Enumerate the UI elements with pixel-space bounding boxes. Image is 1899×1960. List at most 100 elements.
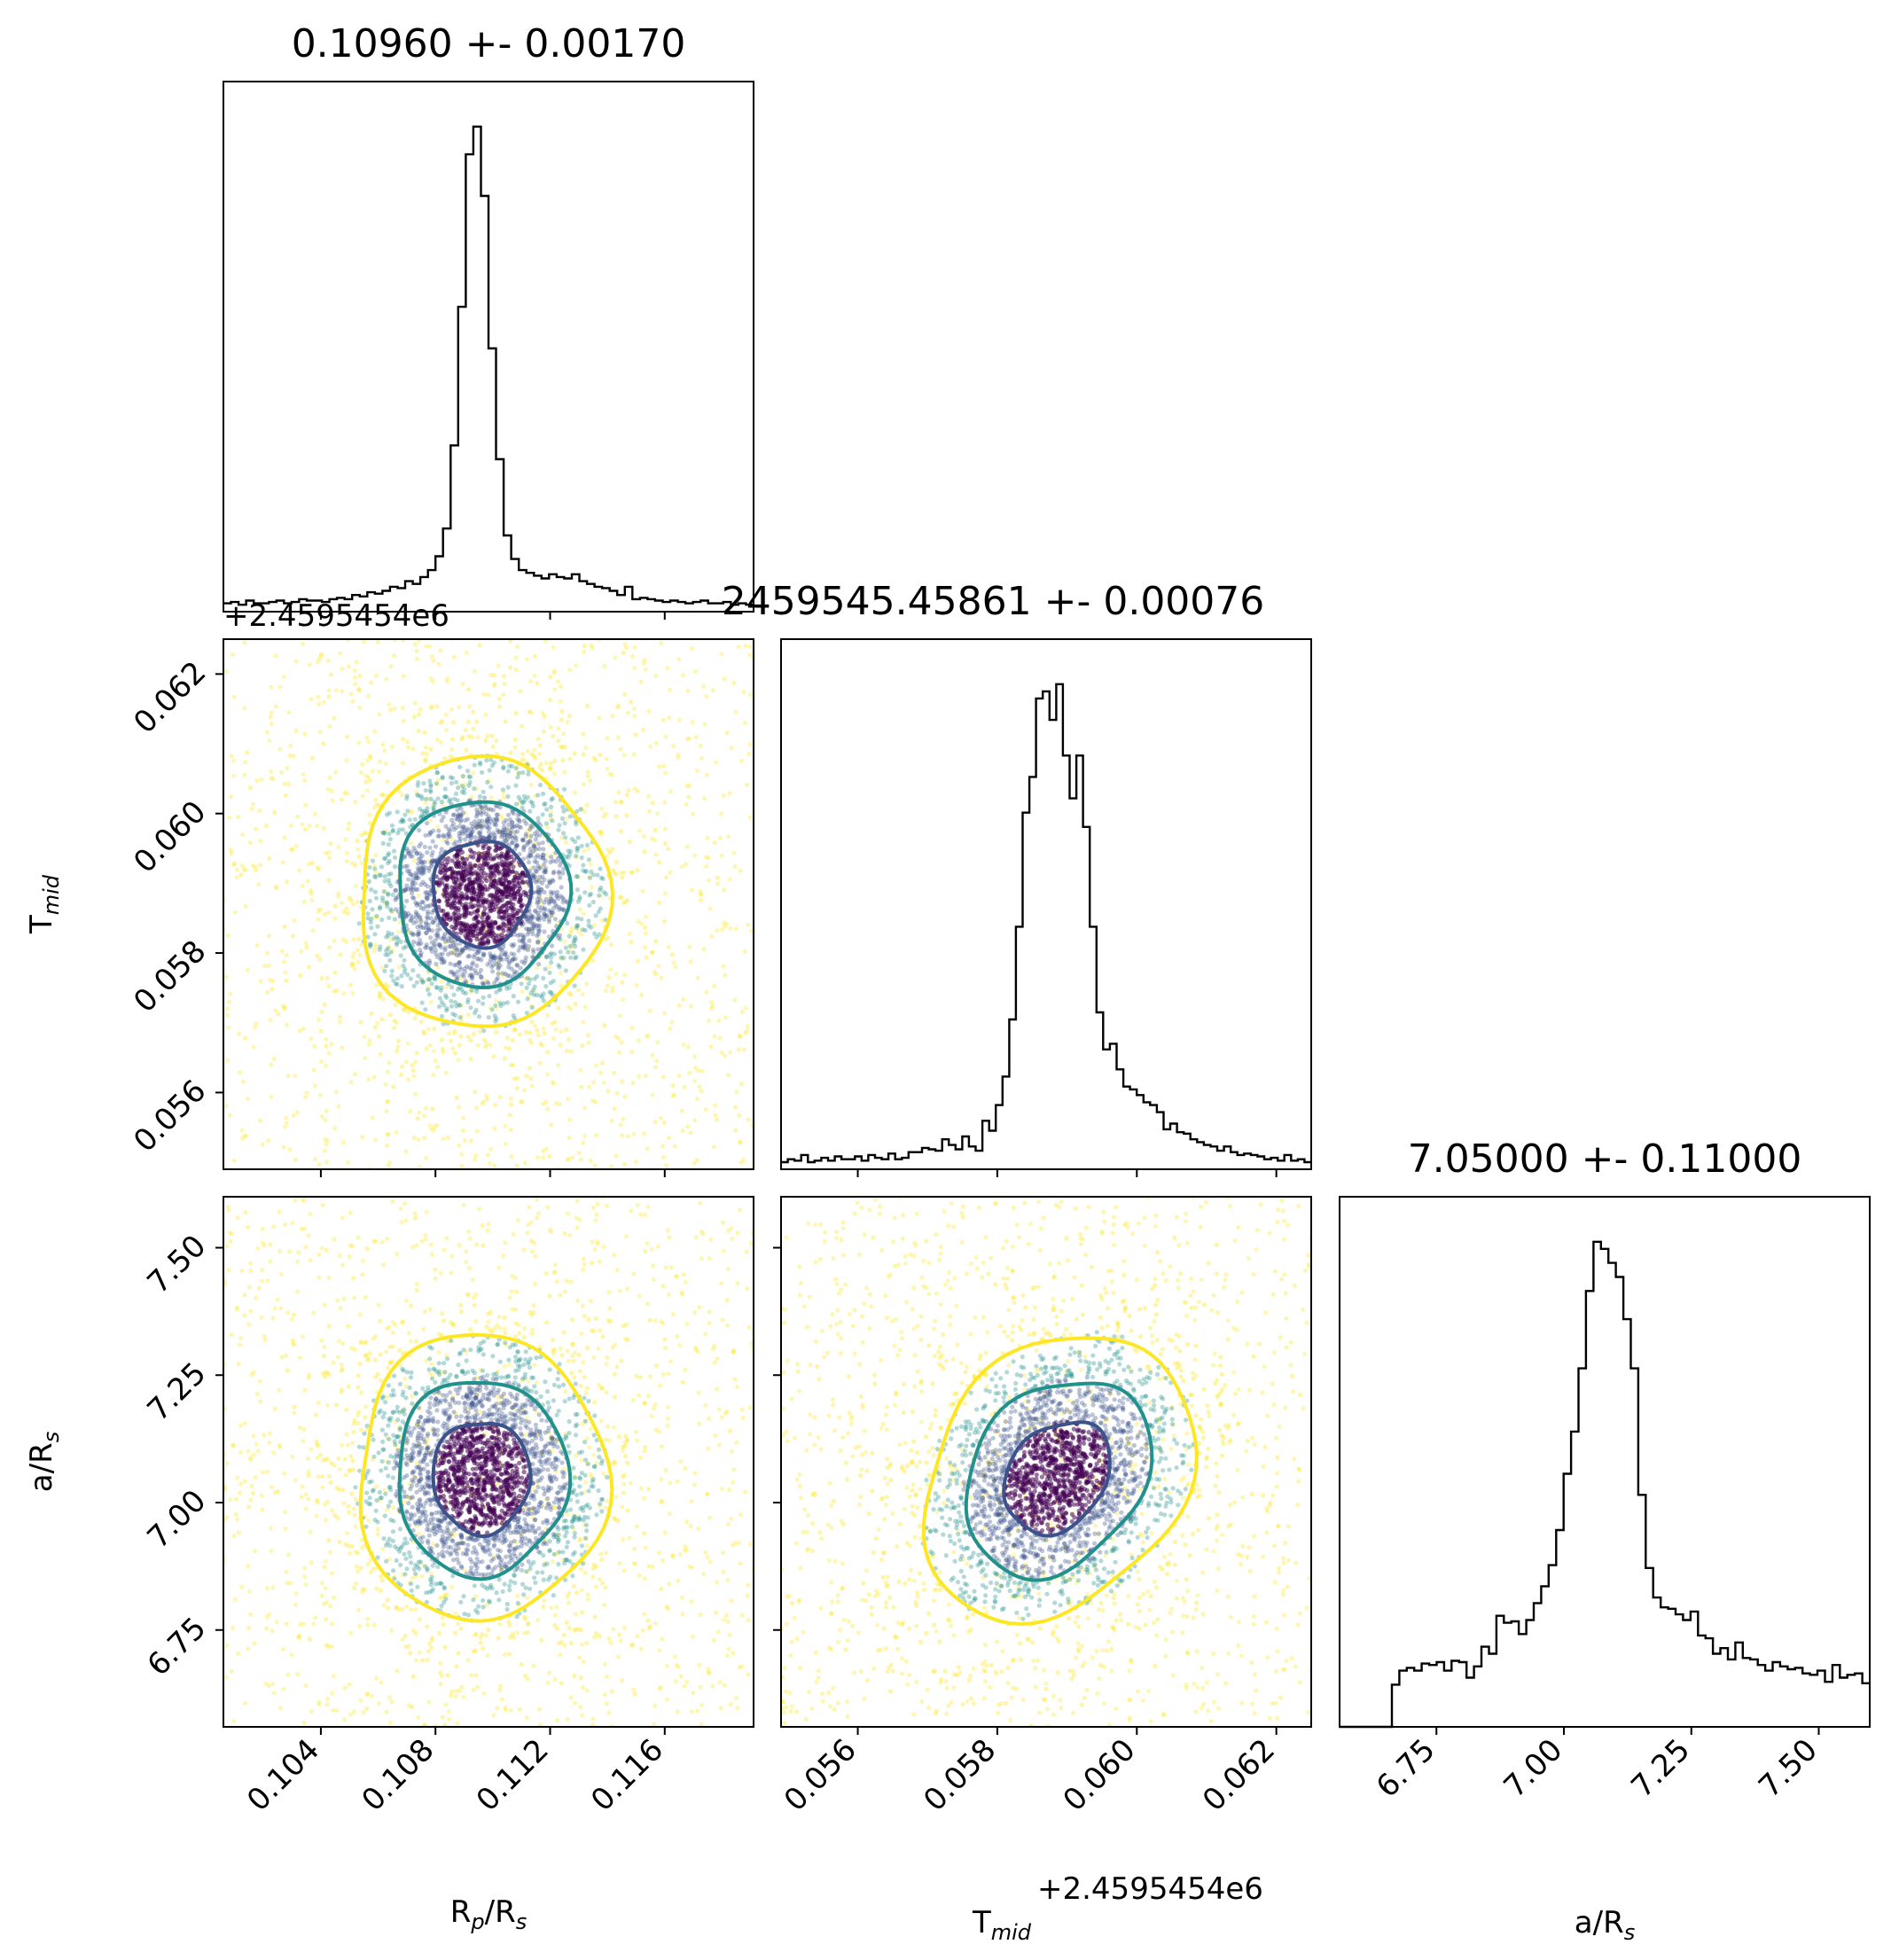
scatter-point: [420, 859, 426, 865]
scatter-point: [238, 1490, 243, 1495]
scatter-point: [550, 796, 556, 801]
scatter-point: [435, 824, 441, 830]
scatter-point: [725, 1577, 731, 1582]
scatter-point: [519, 903, 524, 909]
scatter-point: [296, 1250, 301, 1255]
scatter-point: [418, 918, 424, 924]
scatter-point: [273, 653, 278, 659]
scatter-point: [322, 1502, 327, 1507]
scatter-point: [563, 1431, 568, 1437]
scatter-point: [495, 1323, 500, 1328]
scatter-point: [692, 1310, 698, 1316]
scatter-point: [473, 952, 478, 957]
scatter-point: [434, 704, 440, 709]
scatter-point: [553, 902, 559, 907]
scatter-point: [392, 855, 398, 861]
scatter-point: [229, 850, 234, 856]
scatter-point: [362, 1035, 367, 1040]
scatter-point: [224, 1644, 230, 1649]
scatter-point: [496, 696, 503, 701]
scatter-point: [503, 951, 508, 957]
scatter-point: [496, 855, 502, 860]
scatter-point: [352, 675, 357, 681]
scatter-point: [621, 870, 627, 876]
scatter-point: [341, 1501, 347, 1506]
scatter-point: [647, 1374, 653, 1379]
scatter-point: [363, 1353, 368, 1358]
scatter-point: [395, 940, 400, 946]
scatter-point: [500, 816, 505, 822]
scatter-point: [520, 838, 526, 843]
scatter-point: [449, 707, 455, 712]
scatter-point: [487, 821, 492, 826]
scatter-point: [701, 683, 707, 689]
scatter-point: [548, 955, 554, 960]
scatter-point: [429, 1252, 434, 1257]
scatter-point: [552, 1019, 558, 1025]
scatter-point: [391, 978, 396, 983]
scatter-point: [459, 947, 465, 952]
scatter-point: [604, 1362, 609, 1367]
scatter-point: [561, 956, 567, 961]
scatter-point: [469, 1673, 474, 1678]
scatter-point: [690, 646, 695, 652]
scatter-point: [496, 957, 502, 963]
scatter-point: [324, 1247, 329, 1253]
scatter-point: [548, 675, 553, 680]
scatter-point: [543, 858, 548, 863]
scatter-point: [548, 859, 553, 865]
scatter-point: [252, 1025, 257, 1030]
scatter-point: [620, 1079, 625, 1084]
scatter-point: [548, 889, 554, 894]
scatter-point: [531, 988, 536, 993]
scatter-point: [504, 1000, 511, 1005]
scatter-point: [363, 1339, 369, 1345]
scatter-point: [676, 754, 681, 761]
scatter-point: [436, 828, 442, 833]
scatter-point: [410, 1575, 415, 1581]
scatter-point: [494, 738, 499, 744]
scatter-point: [644, 931, 649, 936]
scatter-point: [643, 1401, 648, 1406]
scatter-point: [688, 1523, 693, 1529]
scatter-point: [509, 942, 514, 948]
scatter-point: [452, 1028, 457, 1034]
scatter-point: [443, 728, 449, 733]
scatter-point: [321, 699, 326, 705]
scatter-point: [457, 964, 463, 970]
scatter-point: [739, 1082, 745, 1087]
scatter-point: [399, 1064, 405, 1069]
scatter-point: [539, 768, 545, 773]
scatter-point: [461, 1115, 466, 1121]
scatter-point: [514, 1163, 520, 1168]
scatter-point: [581, 1659, 586, 1665]
scatter-point: [385, 1069, 390, 1074]
scatter-point: [547, 1227, 552, 1232]
scatter-point: [454, 824, 459, 831]
scatter-point: [632, 665, 637, 670]
scatter-point: [481, 892, 486, 897]
scatter-point: [451, 1031, 457, 1036]
scatter-point: [560, 895, 566, 901]
scatter-point: [247, 785, 254, 791]
scatter-point: [272, 1490, 277, 1495]
scatter-point: [557, 905, 562, 910]
scatter-point: [335, 1355, 340, 1360]
scatter-point: [409, 887, 414, 893]
scatter-point: [575, 874, 581, 879]
scatter-point: [510, 824, 515, 830]
scatter-point: [574, 854, 579, 859]
scatter-point: [467, 704, 473, 709]
scatter-point: [748, 692, 754, 698]
scatter-point: [257, 863, 262, 868]
scatter-point: [448, 754, 453, 759]
scatter-point: [260, 1278, 265, 1284]
scatter-point: [501, 944, 506, 949]
scatter-point: [445, 867, 450, 872]
scatter-point: [570, 1353, 575, 1359]
scatter-point: [468, 1056, 473, 1062]
scatter-point: [687, 1070, 692, 1075]
scatter-point: [731, 680, 737, 686]
scatter-point: [512, 957, 519, 962]
scatter-point: [512, 890, 518, 896]
